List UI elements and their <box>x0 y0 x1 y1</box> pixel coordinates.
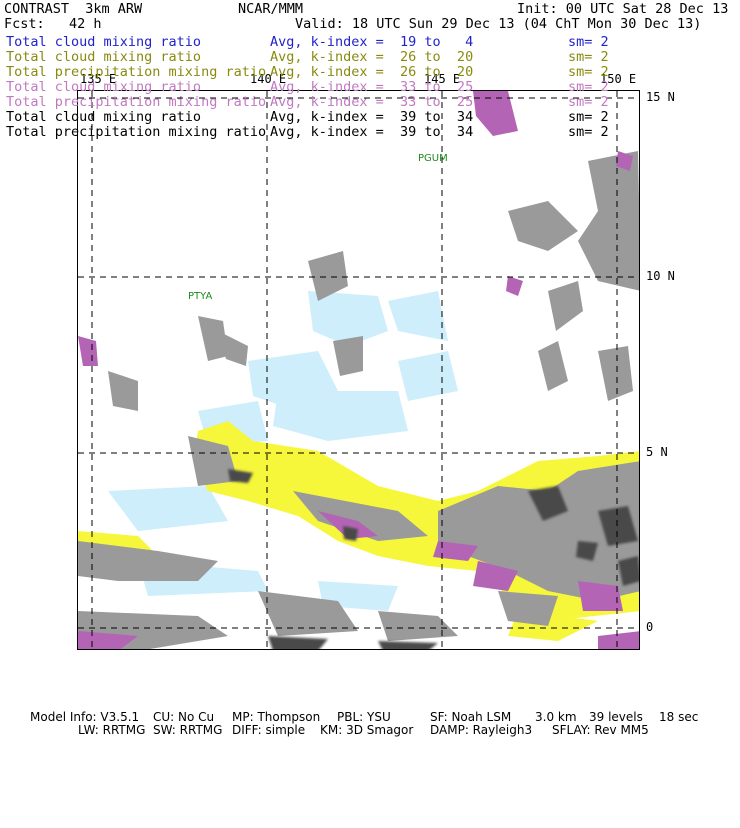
damping-option: DAMP: Rayleigh3 <box>430 723 533 737</box>
legend-field: Total cloud mixing ratio <box>6 49 202 65</box>
purple-cloud-layer <box>78 91 639 649</box>
legend-field: Total cloud mixing ratio <box>6 79 202 95</box>
cyan-cloud-layer <box>108 291 458 611</box>
legend-avg: Avg, k-index = 39 to 34 <box>270 124 474 140</box>
vertical-levels: 39 levels <box>589 710 643 724</box>
legend-row: Total precipitation mixing ratio Avg, k-i… <box>6 65 646 80</box>
institution-label: NCAR/MMM <box>238 1 304 17</box>
legend-avg: Avg, k-index = 19 to 4 <box>270 34 474 50</box>
legend-avg: Avg, k-index = 26 to 20 <box>270 64 474 80</box>
legend-row: Total cloud mixing ratio Avg, k-index = 2… <box>6 50 646 65</box>
km-option: KM: 3D Smagor <box>320 723 414 737</box>
legend-row: Total cloud mixing ratio Avg, k-index = 3… <box>6 110 646 125</box>
station-label: PTYA <box>188 291 213 302</box>
legend-avg: Avg, k-index = 26 to 20 <box>270 49 474 65</box>
model-title: CONTRAST 3km ARW <box>4 1 143 17</box>
legend-avg: Avg, k-index = 33 to 25 <box>270 94 474 110</box>
legend-field: Total precipitation mixing ratio <box>6 124 267 140</box>
model-info-row2: LW: RRTMG SW: RRTMG DIFF: simple KM: 3D … <box>30 724 730 737</box>
lon-label: 150 E <box>600 72 637 86</box>
lat-lon-grid <box>78 91 639 649</box>
legend-field: Total cloud mixing ratio <box>6 109 202 125</box>
diffusion-option: DIFF: simple <box>232 723 306 737</box>
lat-label: 10 N <box>646 269 675 283</box>
surface-scheme: SF: Noah LSM <box>430 710 512 724</box>
surface-layer-option: SFLAY: Rev MM5 <box>552 723 649 737</box>
model-info-row1: Model Info: V3.5.1 CU: No Cu MP: Thompso… <box>30 711 730 724</box>
legend-smoothing: sm= 2 <box>568 124 609 140</box>
dark-cloud-layer <box>228 469 639 649</box>
lon-label: 145 E <box>424 72 461 86</box>
legend-field: Total precipitation mixing ratio <box>6 94 267 110</box>
legend-smoothing: sm= 2 <box>568 109 609 125</box>
gray-cloud-layer <box>78 151 639 649</box>
station-label: PGUM <box>418 153 448 164</box>
cloud-field-plot <box>78 91 639 649</box>
shortwave-scheme: SW: RRTMG <box>153 723 223 737</box>
valid-time: Valid: 18 UTC Sun 29 Dec 13 (04 ChT Mon … <box>295 16 702 32</box>
legend-smoothing: sm= 2 <box>568 64 609 80</box>
init-time: Init: 00 UTC Sat 28 Dec 13 <box>517 1 729 17</box>
legend-field: Total precipitation mixing ratio <box>6 64 267 80</box>
lat-label: 5 N <box>646 445 668 459</box>
legend-row: Total precipitation mixing ratio Avg, k-i… <box>6 125 646 140</box>
legend-smoothing: sm= 2 <box>568 49 609 65</box>
microphysics-scheme: MP: Thompson <box>232 710 321 724</box>
legend-row: Total cloud mixing ratio Avg, k-index = 1… <box>6 35 646 50</box>
pbl-scheme: PBL: YSU <box>337 710 391 724</box>
legend-row: Total cloud mixing ratio Avg, k-index = 3… <box>6 80 646 95</box>
lat-label: 15 N <box>646 90 675 104</box>
forecast-hour: Fcst: 42 h <box>4 16 102 32</box>
legend-smoothing: sm= 2 <box>568 94 609 110</box>
time-step: 18 sec <box>659 710 699 724</box>
grid-spacing: 3.0 km <box>535 710 577 724</box>
cumulus-scheme: CU: No Cu <box>153 710 215 724</box>
legend-avg: Avg, k-index = 39 to 34 <box>270 109 474 125</box>
weather-map: PGUM PTYA <box>77 90 640 650</box>
lon-label: 135 E <box>80 72 117 86</box>
legend-smoothing: sm= 2 <box>568 34 609 50</box>
legend-row: Total precipitation mixing ratio Avg, k-i… <box>6 95 646 110</box>
lat-label: 0 <box>646 620 654 634</box>
legend-smoothing: sm= 2 <box>568 79 609 95</box>
model-version: Model Info: V3.5.1 <box>30 710 140 724</box>
longwave-scheme: LW: RRTMG <box>78 723 146 737</box>
legend-avg: Avg, k-index = 33 to 25 <box>270 79 474 95</box>
legend-field: Total cloud mixing ratio <box>6 34 202 50</box>
lon-label: 140 E <box>250 72 287 86</box>
